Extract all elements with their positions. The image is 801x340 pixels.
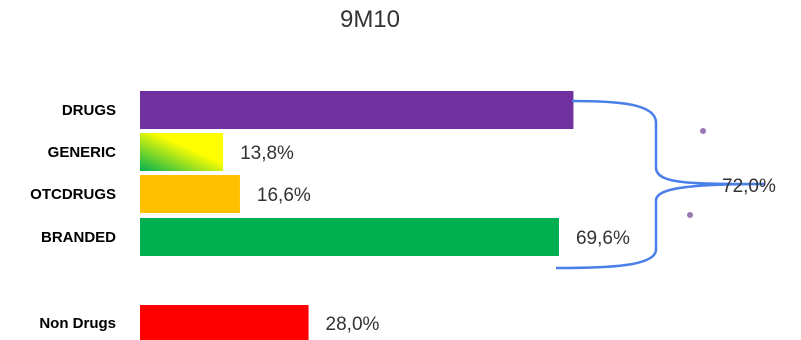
bracket	[555, 99, 766, 270]
value-label-otcdrugs: 16,6%	[257, 185, 311, 206]
bar-drugs	[140, 91, 574, 129]
decorative-dot	[700, 128, 706, 134]
bar-branded	[140, 218, 559, 256]
category-label-otcdrugs: OTCDRUGS	[30, 186, 116, 203]
category-label-branded: BRANDED	[41, 229, 116, 246]
bar-generic	[140, 133, 224, 171]
chart-title: 9M10	[340, 6, 400, 33]
bar-non-drugs	[140, 305, 309, 340]
value-label-non-drugs: 28,0%	[326, 314, 380, 335]
bracket-value-label: 72,0%	[722, 176, 776, 197]
category-label-non-drugs: Non Drugs	[39, 315, 116, 332]
value-label-branded: 69,6%	[576, 228, 630, 249]
value-label-generic: 13,8%	[240, 143, 294, 164]
category-label-drugs: DRUGS	[62, 102, 116, 119]
bar-otcdrugs	[140, 175, 240, 213]
category-label-generic: GENERIC	[48, 144, 117, 161]
bars-layer: DRUGS GENERIC 13,8% OTCDRUGS 16,6% BRANDED 69,…	[30, 91, 630, 340]
decorative-dot	[687, 212, 693, 218]
